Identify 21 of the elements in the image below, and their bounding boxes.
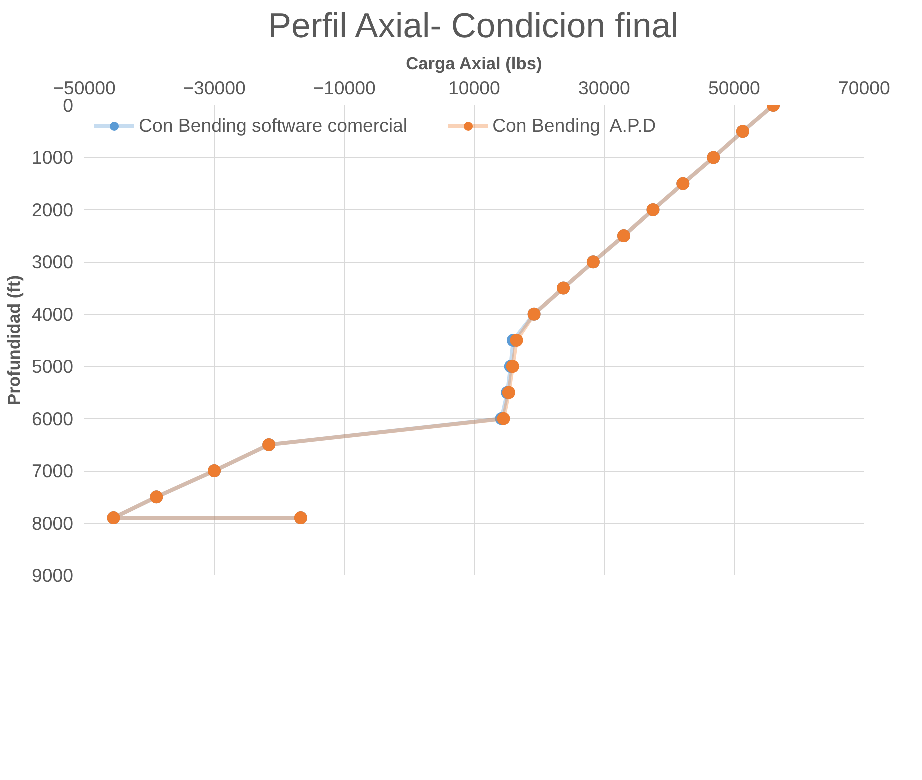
- y-tick-label: 6000: [32, 408, 74, 430]
- legend-label: Con Bending software comercial: [139, 115, 408, 137]
- x-tick-label: 50000: [708, 78, 760, 98]
- y-tick-label: 5000: [32, 356, 74, 378]
- x-tick-label: 70000: [838, 78, 890, 98]
- y-tick-label: 8000: [32, 512, 74, 534]
- chart-title: Perfil Axial- Condicion final: [268, 8, 679, 46]
- x-tick-label: 10000: [448, 78, 500, 98]
- y-tick-label: 7000: [32, 460, 74, 482]
- x-axis-title: Carga Axial (lbs): [406, 54, 542, 74]
- y-tick-label: 9000: [32, 565, 74, 586]
- y-tick-label: 1000: [32, 147, 74, 168]
- legend-label: Con Bending A.P.D: [492, 115, 656, 137]
- y-axis-title: Profundidad (ft): [4, 276, 24, 406]
- x-tick-label: 30000: [578, 78, 630, 98]
- x-tick-label: −30000: [183, 78, 246, 98]
- y-tick-label: 3000: [32, 252, 74, 273]
- point: [510, 334, 524, 347]
- y-tick-label: 2000: [32, 199, 74, 220]
- x-tick-label: −10000: [313, 78, 376, 98]
- y-tick-label: 4000: [32, 304, 74, 325]
